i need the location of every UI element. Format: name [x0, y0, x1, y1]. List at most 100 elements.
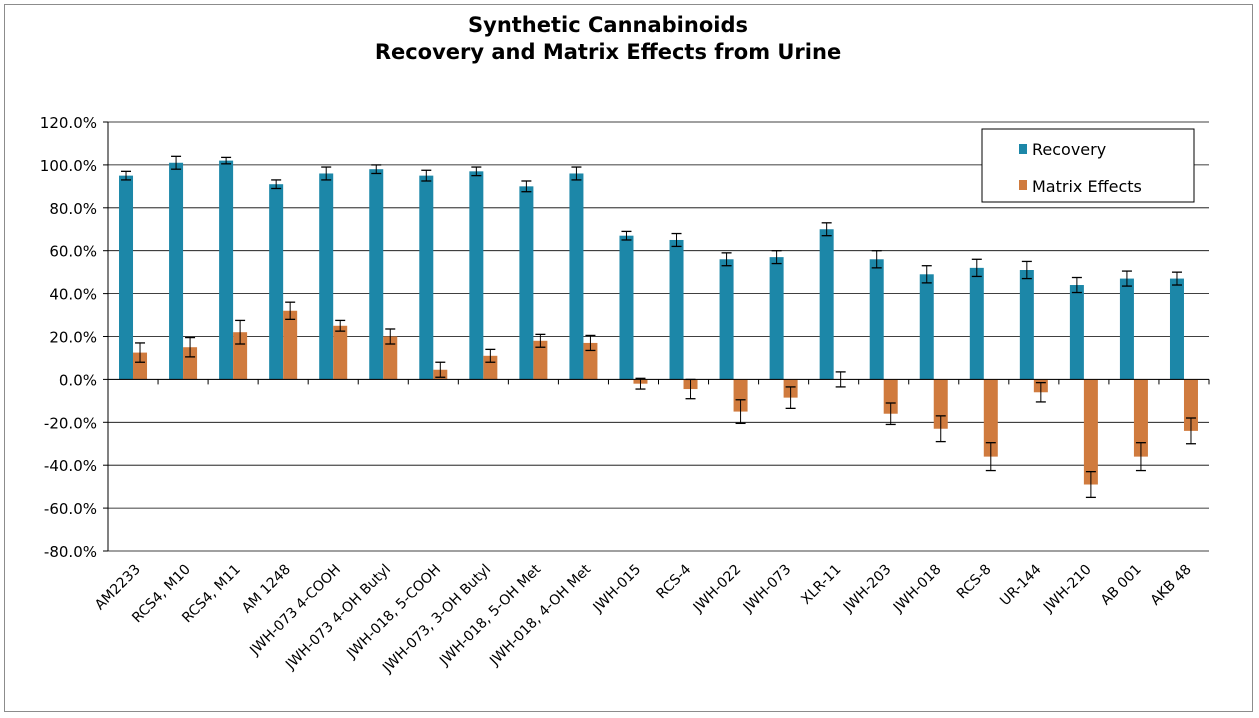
- legend-label-matrix-effects: Matrix Effects: [1032, 177, 1142, 196]
- error-bar-matrix-effects-jwh-022: [735, 399, 746, 425]
- bar-matrix-effects-jwh-018-5-oh-met: [533, 340, 548, 380]
- bar-recovery-rcs-4: [669, 239, 684, 380]
- error-bar-recovery-rcs4-m11: [221, 156, 232, 165]
- error-bar-recovery-jwh-018-5-cooh: [421, 169, 432, 182]
- error-bar-matrix-effects-jwh-203: [885, 402, 896, 426]
- bar-recovery-jwh-073: [769, 257, 784, 380]
- chart-title: Synthetic Cannabinoids Recovery and Matr…: [375, 13, 841, 64]
- x-tick-label: RCS-4: [654, 561, 695, 602]
- y-tick-label: -80.0%: [44, 543, 97, 561]
- bar-matrix-effects-jwh-203: [883, 379, 898, 414]
- bar-matrix-effects-am-1248: [283, 310, 298, 380]
- bar-matrix-effects-ab-001: [1133, 379, 1148, 457]
- bar-recovery-jwh-073-3-oh-butyl: [469, 171, 484, 380]
- y-tick-label: 60.0%: [49, 243, 97, 261]
- bar-recovery-jwh-022: [719, 259, 734, 380]
- y-tick-label: 100.0%: [40, 157, 97, 175]
- error-bar-recovery-jwh-015: [621, 230, 632, 241]
- bar-matrix-effects-rcs-8: [983, 379, 998, 457]
- error-bar-matrix-effects-jwh-018-5-oh-met: [535, 333, 546, 348]
- bar-recovery-ur-144: [1019, 270, 1034, 380]
- error-bar-matrix-effects-jwh-073-4-cooh: [335, 319, 346, 332]
- error-bar-recovery-jwh-073-4-cooh: [321, 166, 332, 181]
- bars: [119, 160, 1198, 485]
- error-bar-matrix-effects-jwh-015: [635, 377, 646, 390]
- bar-matrix-effects-jwh-022: [733, 379, 748, 412]
- y-tick-label: -40.0%: [44, 457, 97, 475]
- error-bar-matrix-effects-jwh-073-4-oh-butyl: [385, 328, 396, 345]
- x-tick-label: JWH-018, 4-OH Met: [486, 561, 594, 669]
- bar-recovery-ab-001: [1119, 278, 1134, 380]
- bar-matrix-effects-jwh-210: [1083, 379, 1098, 485]
- y-tick-label: 120.0%: [40, 114, 97, 132]
- chart-title-line-2: Recovery and Matrix Effects from Urine: [375, 40, 841, 64]
- bar-recovery-akb-48: [1169, 278, 1184, 380]
- error-bar-recovery-jwh-203: [871, 250, 882, 269]
- error-bar-recovery-am2233: [121, 170, 132, 181]
- error-bar-recovery-jwh-073-4-oh-butyl: [371, 164, 382, 175]
- bar-recovery-xlr-11: [819, 229, 834, 380]
- error-bar-matrix-effects-jwh-018: [935, 415, 946, 443]
- error-bar-recovery-akb-48: [1171, 271, 1182, 286]
- error-bar-recovery-jwh-018-4-oh-met: [571, 166, 582, 181]
- error-bar-matrix-effects-akb-48: [1185, 417, 1196, 445]
- x-tick-label: UR-144: [997, 561, 1045, 609]
- axes: [107, 122, 1210, 551]
- x-tick-label: JWH-073: [740, 562, 795, 617]
- bar-recovery-rcs-8: [969, 267, 984, 380]
- error-bar-recovery-jwh-018-5-oh-met: [521, 180, 532, 193]
- y-tick-label: 40.0%: [49, 286, 97, 304]
- y-axis-ticks: 120.0% 100.0% 80.0% 60.0% 40.0% 20.0% 0.0% -20.…: [40, 114, 108, 561]
- x-tick-label: XLR-11: [798, 562, 844, 608]
- x-tick-label: AKB 48: [1148, 562, 1195, 609]
- x-tick-label: JWH-018, 5-COOH: [343, 562, 444, 663]
- x-tick-label: AM2233: [92, 562, 144, 614]
- error-bar-matrix-effects-jwh-018-5-cooh: [435, 361, 446, 378]
- bar-recovery-jwh-018-4-oh-met: [569, 173, 584, 380]
- y-tick-label: 80.0%: [49, 200, 97, 218]
- legend-swatch-matrix-effects: [1019, 180, 1027, 190]
- bar-matrix-effects-am2233: [133, 352, 148, 380]
- error-bar-matrix-effects-am-1248: [285, 301, 296, 320]
- error-bar-matrix-effects-am2233: [135, 342, 146, 363]
- x-tick-label: JWH-018: [890, 562, 945, 617]
- error-bar-recovery-rcs-4: [671, 232, 682, 248]
- bar-recovery-am2233: [119, 175, 134, 380]
- error-bar-recovery-am-1248: [271, 179, 282, 190]
- legend-box: [981, 128, 1195, 203]
- y-tick-label: -20.0%: [44, 414, 97, 432]
- x-tick-label: RCS-8: [954, 562, 995, 603]
- y-tick-label: -60.0%: [44, 500, 97, 518]
- error-bar-matrix-effects-rcs-8: [985, 442, 996, 472]
- chart-title-line-1: Synthetic Cannabinoids: [468, 13, 748, 37]
- bar-recovery-am-1248: [269, 184, 284, 380]
- bar-recovery-jwh-073-4-cooh: [319, 173, 334, 380]
- bar-recovery-rcs4-m11: [219, 160, 234, 380]
- x-tick-label: AB 001: [1098, 562, 1145, 609]
- error-bar-recovery-jwh-022: [721, 252, 732, 267]
- error-bar-matrix-effects-jwh-073: [785, 386, 796, 410]
- legend-label-recovery: Recovery: [1032, 140, 1106, 159]
- x-tick-label: JWH-210: [1040, 562, 1095, 617]
- y-tick-label: 20.0%: [49, 329, 97, 347]
- bar-matrix-effects-jwh-073-4-oh-butyl: [383, 336, 398, 380]
- bar-recovery-jwh-018: [919, 274, 934, 380]
- error-bar-recovery-ur-144: [1021, 260, 1032, 280]
- bar-recovery-jwh-018-5-oh-met: [519, 186, 534, 380]
- error-bar-recovery-jwh-073: [771, 250, 782, 265]
- error-bar-recovery-rcs4-m10: [171, 155, 182, 170]
- error-bar-recovery-jwh-073-3-oh-butyl: [471, 166, 482, 177]
- error-bar-matrix-effects-ur-144: [1035, 381, 1046, 403]
- bar-recovery-jwh-073-4-oh-butyl: [369, 169, 384, 380]
- bar-recovery-jwh-018-5-cooh: [419, 175, 434, 380]
- error-bar-matrix-effects-ab-001: [1135, 442, 1146, 472]
- error-bar-recovery-rcs-8: [971, 258, 982, 278]
- error-bar-recovery-ab-001: [1121, 270, 1132, 287]
- error-bar-matrix-effects-jwh-018-4-oh-met: [585, 334, 596, 352]
- error-bar-matrix-effects-jwh-073-3-oh-butyl: [485, 348, 496, 363]
- bar-recovery-jwh-203: [869, 259, 884, 380]
- error-bar-recovery-jwh-210: [1071, 276, 1082, 294]
- x-tick-label: JWH-073 4-COOH: [246, 562, 344, 660]
